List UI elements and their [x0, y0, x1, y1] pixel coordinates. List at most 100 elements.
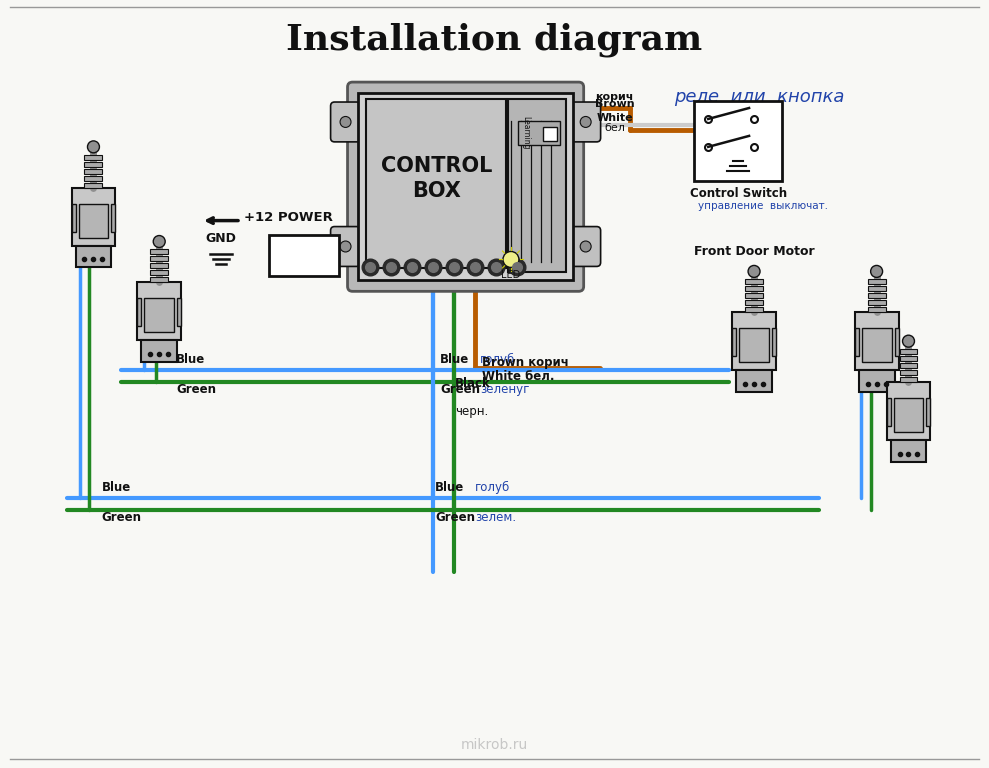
Text: Green: Green — [440, 383, 481, 396]
Circle shape — [87, 141, 100, 153]
Circle shape — [581, 117, 591, 127]
Bar — [867, 293, 885, 298]
Text: +12 POWER: +12 POWER — [244, 211, 332, 224]
FancyBboxPatch shape — [571, 102, 600, 142]
Bar — [900, 370, 918, 375]
Bar — [112, 204, 116, 232]
Bar — [732, 328, 736, 356]
Text: голуб: голуб — [475, 481, 510, 494]
Bar — [78, 204, 109, 237]
Bar — [150, 250, 168, 254]
Text: Blue: Blue — [102, 481, 131, 494]
Bar — [150, 270, 168, 276]
Bar — [886, 382, 931, 440]
Bar — [84, 162, 103, 167]
Bar — [71, 187, 116, 246]
Bar — [518, 121, 560, 145]
Text: голуб: голуб — [480, 353, 515, 366]
Text: Blue: Blue — [176, 353, 206, 366]
Text: черн.: черн. — [455, 390, 489, 418]
Bar — [736, 370, 772, 392]
Text: CONTROL
BOX: CONTROL BOX — [381, 157, 492, 201]
Text: Brown корич: Brown корич — [482, 356, 569, 369]
Bar — [745, 300, 764, 306]
Text: Brown: Brown — [594, 99, 634, 109]
Bar — [150, 263, 168, 269]
FancyBboxPatch shape — [571, 227, 600, 266]
Text: Blue: Blue — [440, 353, 470, 366]
Bar — [890, 440, 927, 462]
Bar — [84, 155, 103, 160]
Bar — [150, 277, 168, 283]
Bar — [745, 280, 764, 284]
FancyBboxPatch shape — [330, 227, 360, 266]
Bar — [745, 286, 764, 291]
Circle shape — [581, 241, 591, 252]
Bar — [745, 307, 764, 313]
Bar — [84, 176, 103, 180]
Bar — [137, 283, 181, 340]
Circle shape — [503, 251, 519, 267]
Bar — [861, 328, 891, 362]
Bar — [739, 328, 769, 362]
FancyBboxPatch shape — [330, 102, 360, 142]
Circle shape — [870, 266, 882, 277]
Text: mikrob.ru: mikrob.ru — [460, 738, 527, 752]
Bar — [732, 313, 776, 370]
Text: White бел.: White бел. — [482, 369, 555, 382]
Text: зеленуг: зеленуг — [480, 383, 529, 396]
Bar — [900, 349, 918, 354]
Text: Front Door Motor: Front Door Motor — [693, 246, 814, 259]
Bar — [358, 93, 573, 280]
Bar — [858, 370, 894, 392]
Text: GND: GND — [206, 231, 236, 244]
Bar — [886, 398, 890, 425]
Bar — [893, 398, 924, 432]
Bar — [84, 169, 103, 174]
Text: Red: Red — [290, 240, 317, 253]
Text: Black: Black — [287, 266, 320, 276]
Bar — [508, 99, 566, 273]
Bar — [867, 286, 885, 291]
Text: Green: Green — [176, 383, 217, 396]
Text: зелем.: зелем. — [475, 511, 516, 524]
Text: 15A FUSE: 15A FUSE — [274, 254, 333, 264]
Circle shape — [903, 335, 915, 347]
Bar — [269, 234, 338, 276]
Bar — [894, 328, 899, 356]
Text: Black: Black — [455, 377, 491, 390]
Text: Green: Green — [102, 511, 141, 524]
Bar — [854, 328, 858, 356]
Bar — [745, 293, 764, 298]
Bar — [177, 298, 181, 326]
Text: управление  выключат.: управление выключат. — [698, 200, 828, 210]
Bar — [71, 204, 75, 232]
Circle shape — [340, 241, 351, 252]
Bar — [75, 246, 112, 267]
Text: Blue: Blue — [435, 481, 465, 494]
Bar — [543, 127, 557, 141]
Text: корич: корич — [595, 92, 634, 102]
Bar — [867, 280, 885, 284]
Bar — [150, 257, 168, 261]
FancyBboxPatch shape — [347, 82, 584, 291]
Bar — [900, 363, 918, 368]
Bar — [867, 307, 885, 313]
Bar — [927, 398, 931, 425]
Text: Installation diagram: Installation diagram — [286, 22, 702, 57]
Bar — [694, 101, 782, 180]
Bar — [141, 340, 177, 362]
Circle shape — [153, 236, 165, 247]
Bar — [854, 313, 899, 370]
Bar — [367, 99, 506, 269]
Circle shape — [340, 117, 351, 127]
Text: Control Switch: Control Switch — [689, 187, 786, 200]
Bar — [772, 328, 776, 356]
Bar — [144, 298, 174, 333]
Bar — [900, 377, 918, 382]
Text: Learning: Learning — [521, 116, 530, 150]
Circle shape — [748, 266, 760, 277]
Text: Green: Green — [435, 511, 476, 524]
Bar — [137, 298, 141, 326]
Bar — [84, 183, 103, 187]
